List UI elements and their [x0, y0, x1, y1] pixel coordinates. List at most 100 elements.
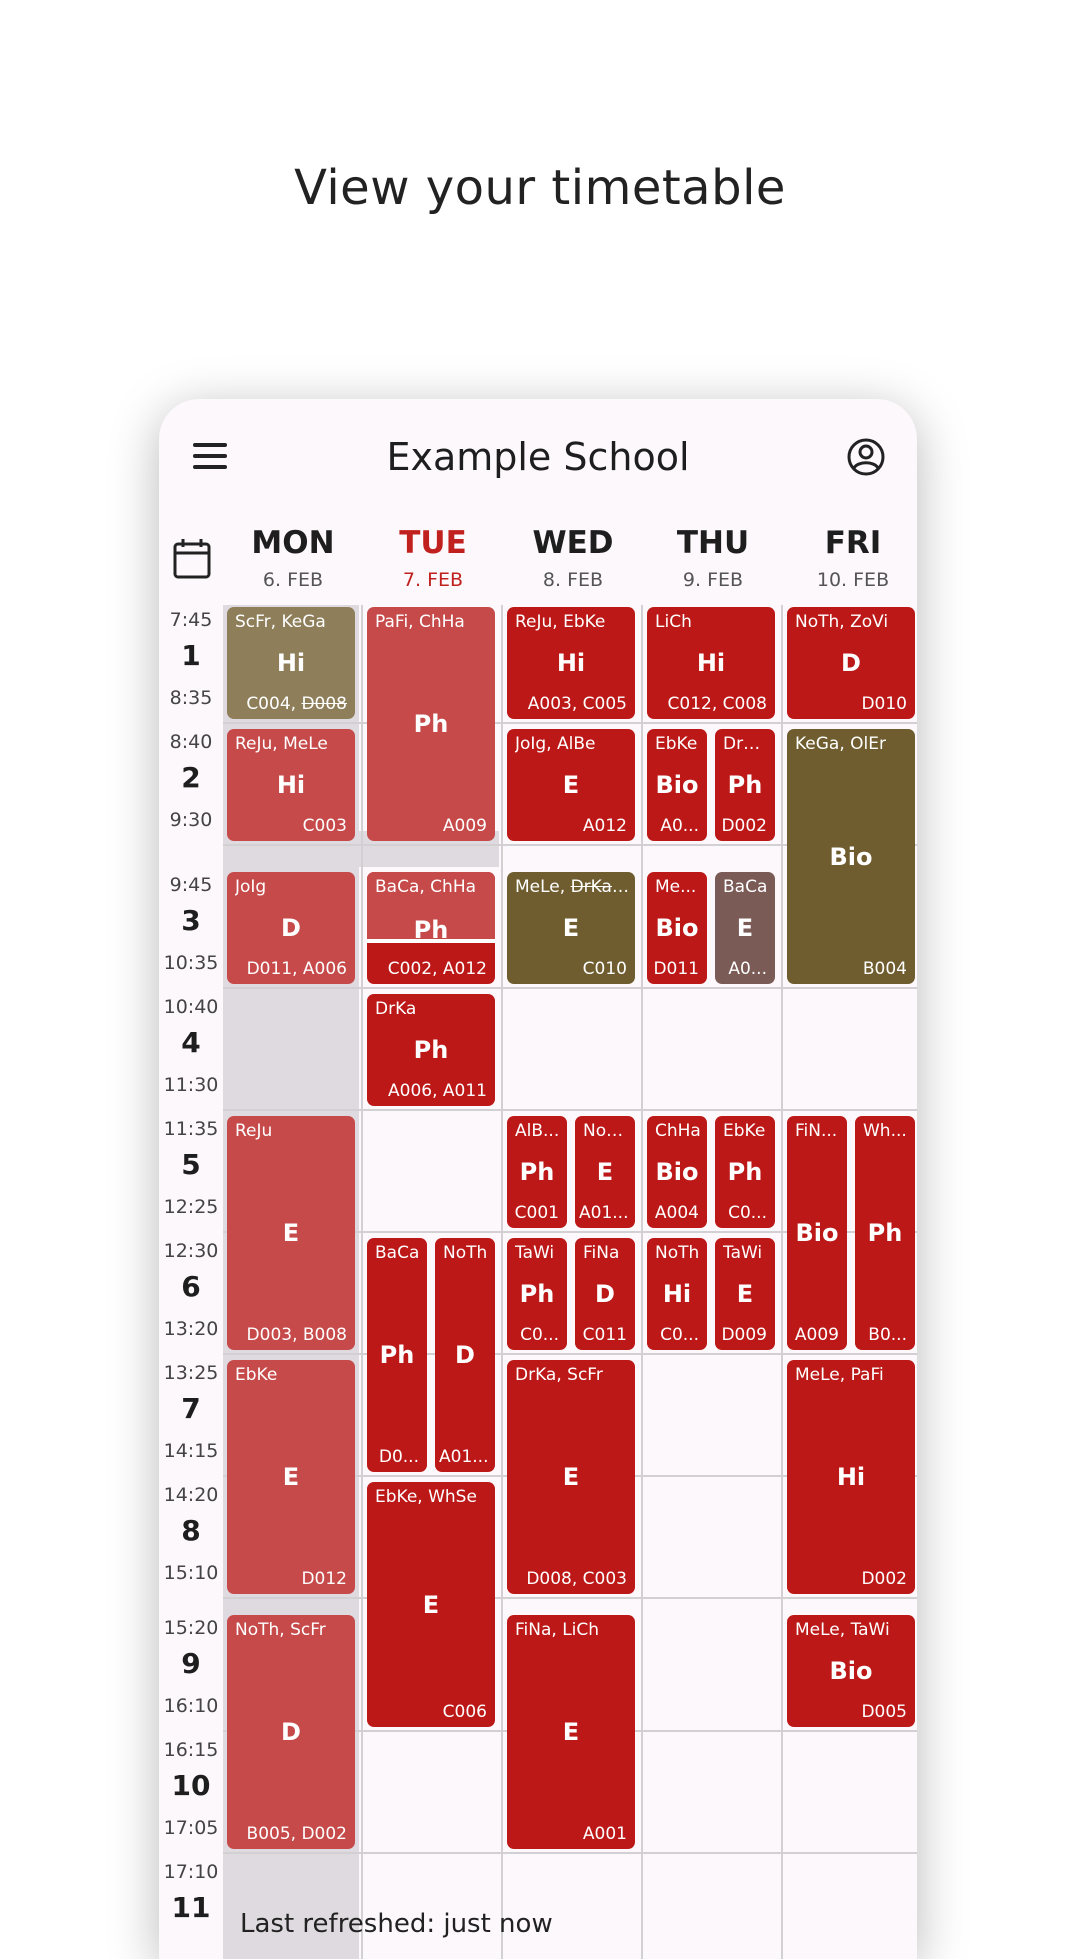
period-end-time: 13:20: [163, 1318, 219, 1340]
day-header-wed[interactable]: WED 8. FEB: [504, 525, 642, 591]
lesson-card[interactable]: BaCa Ph D0...: [367, 1238, 427, 1472]
room-names: A006, A011: [388, 1081, 487, 1101]
day-header-mon[interactable]: MON 6. FEB: [224, 525, 362, 591]
lesson-card[interactable]: EbKe, WhSe E C006: [367, 1482, 495, 1727]
lesson-room: C012, C008: [668, 694, 767, 714]
lesson-card[interactable]: TaWi E D009: [715, 1238, 775, 1350]
lesson-subject: E: [596, 1158, 614, 1186]
teacher-names: KeGa, OlEr: [795, 734, 886, 754]
lesson-subject: Ph: [519, 1280, 555, 1308]
day-name: WED: [532, 525, 614, 561]
period-end-time: 12:25: [163, 1196, 219, 1218]
lesson-card[interactable]: DrK... Ph D002: [715, 729, 775, 841]
lesson-card[interactable]: FiNa, LiCh E A001: [507, 1615, 635, 1849]
day-name: FRI: [824, 525, 882, 561]
room-names: C001: [514, 1203, 559, 1223]
grid-row-line: [223, 987, 917, 989]
lesson-card[interactable]: EbKe E D012: [227, 1360, 355, 1594]
lesson-card[interactable]: MeLe, DrKa,... E C010: [507, 872, 635, 984]
lesson-subject: E: [422, 1590, 440, 1619]
day-name: TUE: [399, 525, 467, 561]
lesson-card[interactable]: EbKe Ph C0...: [715, 1116, 775, 1228]
lesson-card[interactable]: BaCa, ChHa Ph C002, A012: [367, 872, 495, 984]
lesson-card[interactable]: JoIg, AlBe E A012: [507, 729, 635, 841]
lesson-subject: E: [562, 914, 580, 942]
teacher-names: ReJu: [235, 1121, 273, 1141]
lesson-card[interactable]: LiCh Hi C012, C008: [647, 607, 775, 719]
app-title: Example School: [386, 435, 690, 479]
lesson-room: D003, B008: [247, 1325, 347, 1345]
lesson-card[interactable]: EbKe Bio A0...: [647, 729, 707, 841]
period-label-6: 12:30 6 13:20: [159, 1236, 223, 1352]
lesson-card[interactable]: ReJu, MeLe Hi C003: [227, 729, 355, 841]
room-names: C010: [582, 959, 627, 979]
lesson-card[interactable]: Wh... Ph B0...: [855, 1116, 915, 1350]
teacher-names: NoTh, ZoVi: [795, 612, 889, 632]
lesson-subject: E: [282, 1463, 300, 1491]
period-start-time: 10:40: [163, 996, 219, 1018]
lesson-card[interactable]: KeGa, OlEr Bio B004: [787, 729, 915, 984]
period-label-1: 7:45 1 8:35: [159, 605, 223, 721]
lesson-card[interactable]: MeLe, PaFi Hi D002: [787, 1360, 915, 1594]
lesson-card[interactable]: ReJu E D003, B008: [227, 1116, 355, 1350]
lesson-teachers: NoT...: [583, 1121, 629, 1141]
menu-icon[interactable]: [191, 439, 231, 475]
period-end-time: 8:35: [169, 687, 213, 709]
lesson-card[interactable]: NoTh D A01...: [435, 1238, 495, 1472]
lesson-subject: Bio: [655, 914, 699, 942]
room-names: D011, A006: [246, 959, 347, 979]
lesson-teachers: FiNa, LiCh: [515, 1620, 629, 1640]
lesson-subject: Bio: [795, 1219, 839, 1247]
day-date: 9. FEB: [682, 569, 744, 591]
lesson-card[interactable]: DrKa, ScFr E D008, C003: [507, 1360, 635, 1594]
lesson-card[interactable]: ReJu, EbKe Hi A003, C005: [507, 607, 635, 719]
lesson-card[interactable]: BaCa E A0...: [715, 872, 775, 984]
teacher-names: Me...: [655, 877, 697, 897]
lesson-teachers: MeLe, TaWi: [795, 1620, 909, 1640]
day-header-tue[interactable]: TUE 7. FEB: [364, 525, 502, 591]
grid-col-line: [501, 605, 503, 1959]
calendar-icon[interactable]: [171, 537, 213, 581]
teacher-names: NoTh: [655, 1243, 700, 1263]
period-start-time: 12:30: [163, 1240, 219, 1262]
lesson-card[interactable]: NoTh Hi C0...: [647, 1238, 707, 1350]
lesson-card[interactable]: ChHa Bio A004: [647, 1116, 707, 1228]
room-names: C0...: [728, 1203, 767, 1223]
period-end-time: 17:05: [163, 1817, 219, 1839]
teacher-names: FiNa, LiCh: [515, 1620, 600, 1640]
room-names: C002, A012: [387, 959, 487, 979]
lesson-teachers: JoIg: [235, 877, 349, 897]
account-circle-icon[interactable]: [845, 436, 887, 478]
teacher-names: PaFi, ChHa: [375, 612, 465, 632]
lesson-card[interactable]: FiNa D C011: [575, 1238, 635, 1350]
lesson-teachers: EbKe: [723, 1121, 769, 1141]
lesson-subject: E: [736, 1280, 754, 1308]
lesson-subject: Bio: [655, 771, 699, 799]
day-header-fri[interactable]: FRI 10. FEB: [784, 525, 917, 591]
teacher-names: ScFr, KeGa: [235, 612, 326, 632]
lesson-card[interactable]: JoIg D D011, A006: [227, 872, 355, 984]
lesson-card[interactable]: AlB... Ph C001: [507, 1116, 567, 1228]
lesson-card[interactable]: FiN... Bio A009: [787, 1116, 847, 1350]
lesson-teachers: FiNa: [583, 1243, 629, 1263]
room-names: A009: [442, 816, 487, 836]
grid-row-line: [223, 844, 917, 846]
lesson-divider: [367, 939, 495, 944]
lesson-card[interactable]: DrKa Ph A006, A011: [367, 994, 495, 1106]
lesson-card[interactable]: NoTh, ScFr D B005, D002: [227, 1615, 355, 1849]
room-names: C011: [582, 1325, 627, 1345]
lesson-card[interactable]: Me... Bio D011: [647, 872, 707, 984]
lesson-card[interactable]: ScFr, KeGa Hi C004, D008: [227, 607, 355, 719]
period-end-time: 14:15: [163, 1440, 219, 1462]
lesson-card[interactable]: TaWi Ph C0...: [507, 1238, 567, 1350]
teacher-names: ChHa: [655, 1121, 701, 1141]
lesson-card[interactable]: NoT... E A01...: [575, 1116, 635, 1228]
room-names: C003: [302, 816, 347, 836]
lesson-card[interactable]: NoTh, ZoVi D D010: [787, 607, 915, 719]
lesson-card[interactable]: PaFi, ChHa Ph A009: [367, 607, 495, 841]
lesson-card[interactable]: MeLe, TaWi Bio D005: [787, 1615, 915, 1727]
lesson-teachers: DrK...: [723, 734, 769, 754]
day-header-thu[interactable]: THU 9. FEB: [644, 525, 782, 591]
lesson-subject: Ph: [413, 1036, 449, 1064]
lesson-teachers: FiN...: [795, 1121, 841, 1141]
